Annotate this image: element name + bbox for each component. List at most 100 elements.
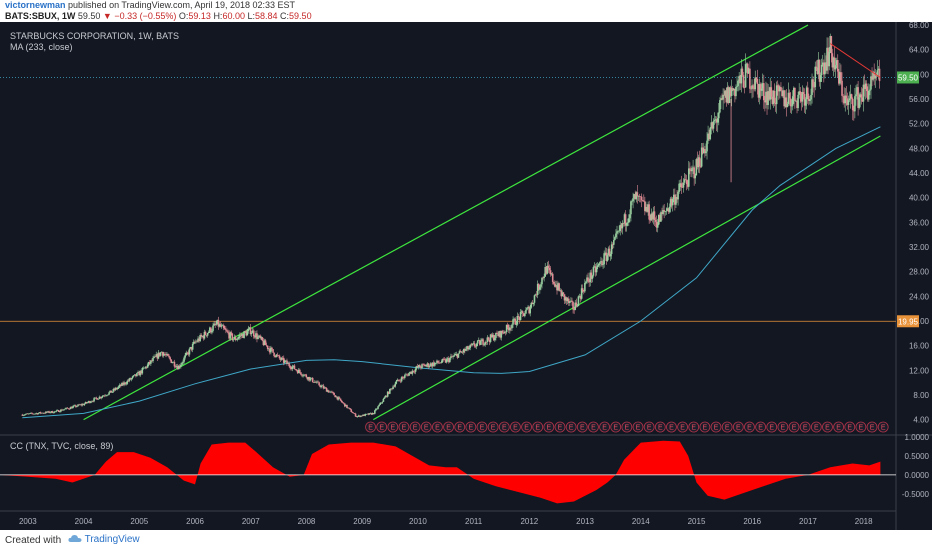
published-text: published on TradingView.com, April 19, … — [68, 0, 296, 10]
candle-body — [738, 75, 740, 81]
candle-body — [344, 403, 346, 407]
candle-body — [515, 324, 518, 326]
candle-body — [240, 335, 242, 336]
candle-body — [815, 66, 818, 68]
candle-body — [501, 330, 504, 333]
price-axis-tick: 8.00 — [913, 391, 929, 400]
created-with-text: Created with — [5, 535, 62, 546]
price-axis-tick: 68.00 — [909, 22, 930, 30]
candle-body — [299, 369, 301, 373]
tradingview-logo[interactable]: TradingView — [68, 534, 140, 545]
candle-body — [794, 87, 796, 101]
earnings-marker-label: E — [747, 425, 752, 432]
candle-body — [764, 100, 766, 103]
candle-body — [294, 369, 297, 370]
candle-body — [213, 323, 215, 326]
candle-body — [578, 296, 581, 297]
candle-body — [404, 375, 406, 378]
candle-body — [99, 396, 102, 398]
candle-body — [276, 354, 279, 356]
candle-body — [123, 382, 125, 385]
candle-body — [147, 361, 150, 365]
candle-body — [140, 370, 143, 374]
candle-body — [666, 208, 669, 211]
candle-body — [69, 407, 72, 410]
candle-body — [733, 88, 735, 91]
candle-body — [175, 366, 178, 368]
candle-body — [549, 270, 552, 275]
candle-body — [271, 347, 273, 350]
candle-body — [608, 248, 611, 257]
candle-body — [415, 366, 418, 369]
candle-body — [820, 64, 823, 76]
candle-body — [226, 330, 228, 332]
candle-body — [369, 413, 372, 414]
candle-body — [512, 319, 514, 325]
candle-body — [526, 308, 528, 310]
candle-body — [472, 343, 475, 344]
candle-body — [170, 359, 173, 363]
candle-body — [634, 194, 637, 200]
candle-body — [354, 413, 357, 417]
candle-body — [293, 365, 296, 370]
candle-body — [589, 272, 592, 283]
candle-body — [386, 391, 389, 397]
candle-body — [149, 361, 151, 364]
author-link[interactable]: victornewman — [5, 0, 66, 10]
candle-body — [152, 357, 154, 362]
candle-body — [94, 397, 96, 399]
candle-body — [395, 381, 398, 384]
candle-body — [859, 94, 862, 98]
candle-body — [124, 382, 126, 385]
candle-body — [247, 328, 250, 332]
candle-body — [308, 376, 311, 381]
candle-body — [544, 267, 547, 277]
candle-body — [101, 396, 104, 398]
candle-body — [520, 311, 523, 313]
candle-body — [506, 324, 509, 328]
candle-body — [858, 97, 860, 108]
candle-body — [62, 409, 64, 411]
candle-body — [609, 254, 612, 257]
earnings-marker-label: E — [647, 425, 652, 432]
earnings-marker — [766, 421, 778, 433]
candle-body — [485, 341, 488, 343]
candle-body — [366, 413, 369, 415]
candle-body — [359, 415, 361, 417]
candle-body — [690, 169, 692, 172]
candle-body — [56, 410, 59, 411]
candle-body — [661, 212, 663, 214]
cc-axis-tick: 0.0000 — [905, 471, 930, 480]
candle-body — [846, 98, 849, 105]
candle-body — [426, 363, 429, 366]
candle-body — [474, 346, 477, 347]
candle-body — [438, 362, 440, 364]
channel-upper-line — [83, 24, 809, 421]
candle-body — [277, 355, 280, 356]
candle-body — [244, 331, 246, 332]
candle-body — [136, 372, 138, 377]
candle-body — [434, 362, 436, 366]
candle-body — [545, 267, 548, 274]
candle-body — [325, 388, 328, 392]
candle-body — [431, 362, 434, 367]
candle-body — [743, 87, 746, 88]
candle-body — [670, 198, 673, 206]
candle-body — [653, 211, 656, 220]
candle-body — [456, 353, 459, 358]
candle-body — [741, 68, 744, 76]
candle-body — [285, 360, 287, 362]
candle-body — [601, 261, 603, 266]
candle-body — [390, 388, 392, 390]
candle-body — [649, 219, 652, 221]
candle-body — [195, 341, 197, 343]
candle-body — [659, 214, 661, 222]
earnings-marker-label: E — [457, 425, 462, 432]
candle-body — [303, 374, 305, 376]
earnings-marker — [510, 421, 521, 433]
candle-body — [756, 79, 759, 85]
candle-body — [753, 88, 755, 90]
candle-body — [669, 198, 672, 207]
candle-body — [132, 375, 135, 377]
